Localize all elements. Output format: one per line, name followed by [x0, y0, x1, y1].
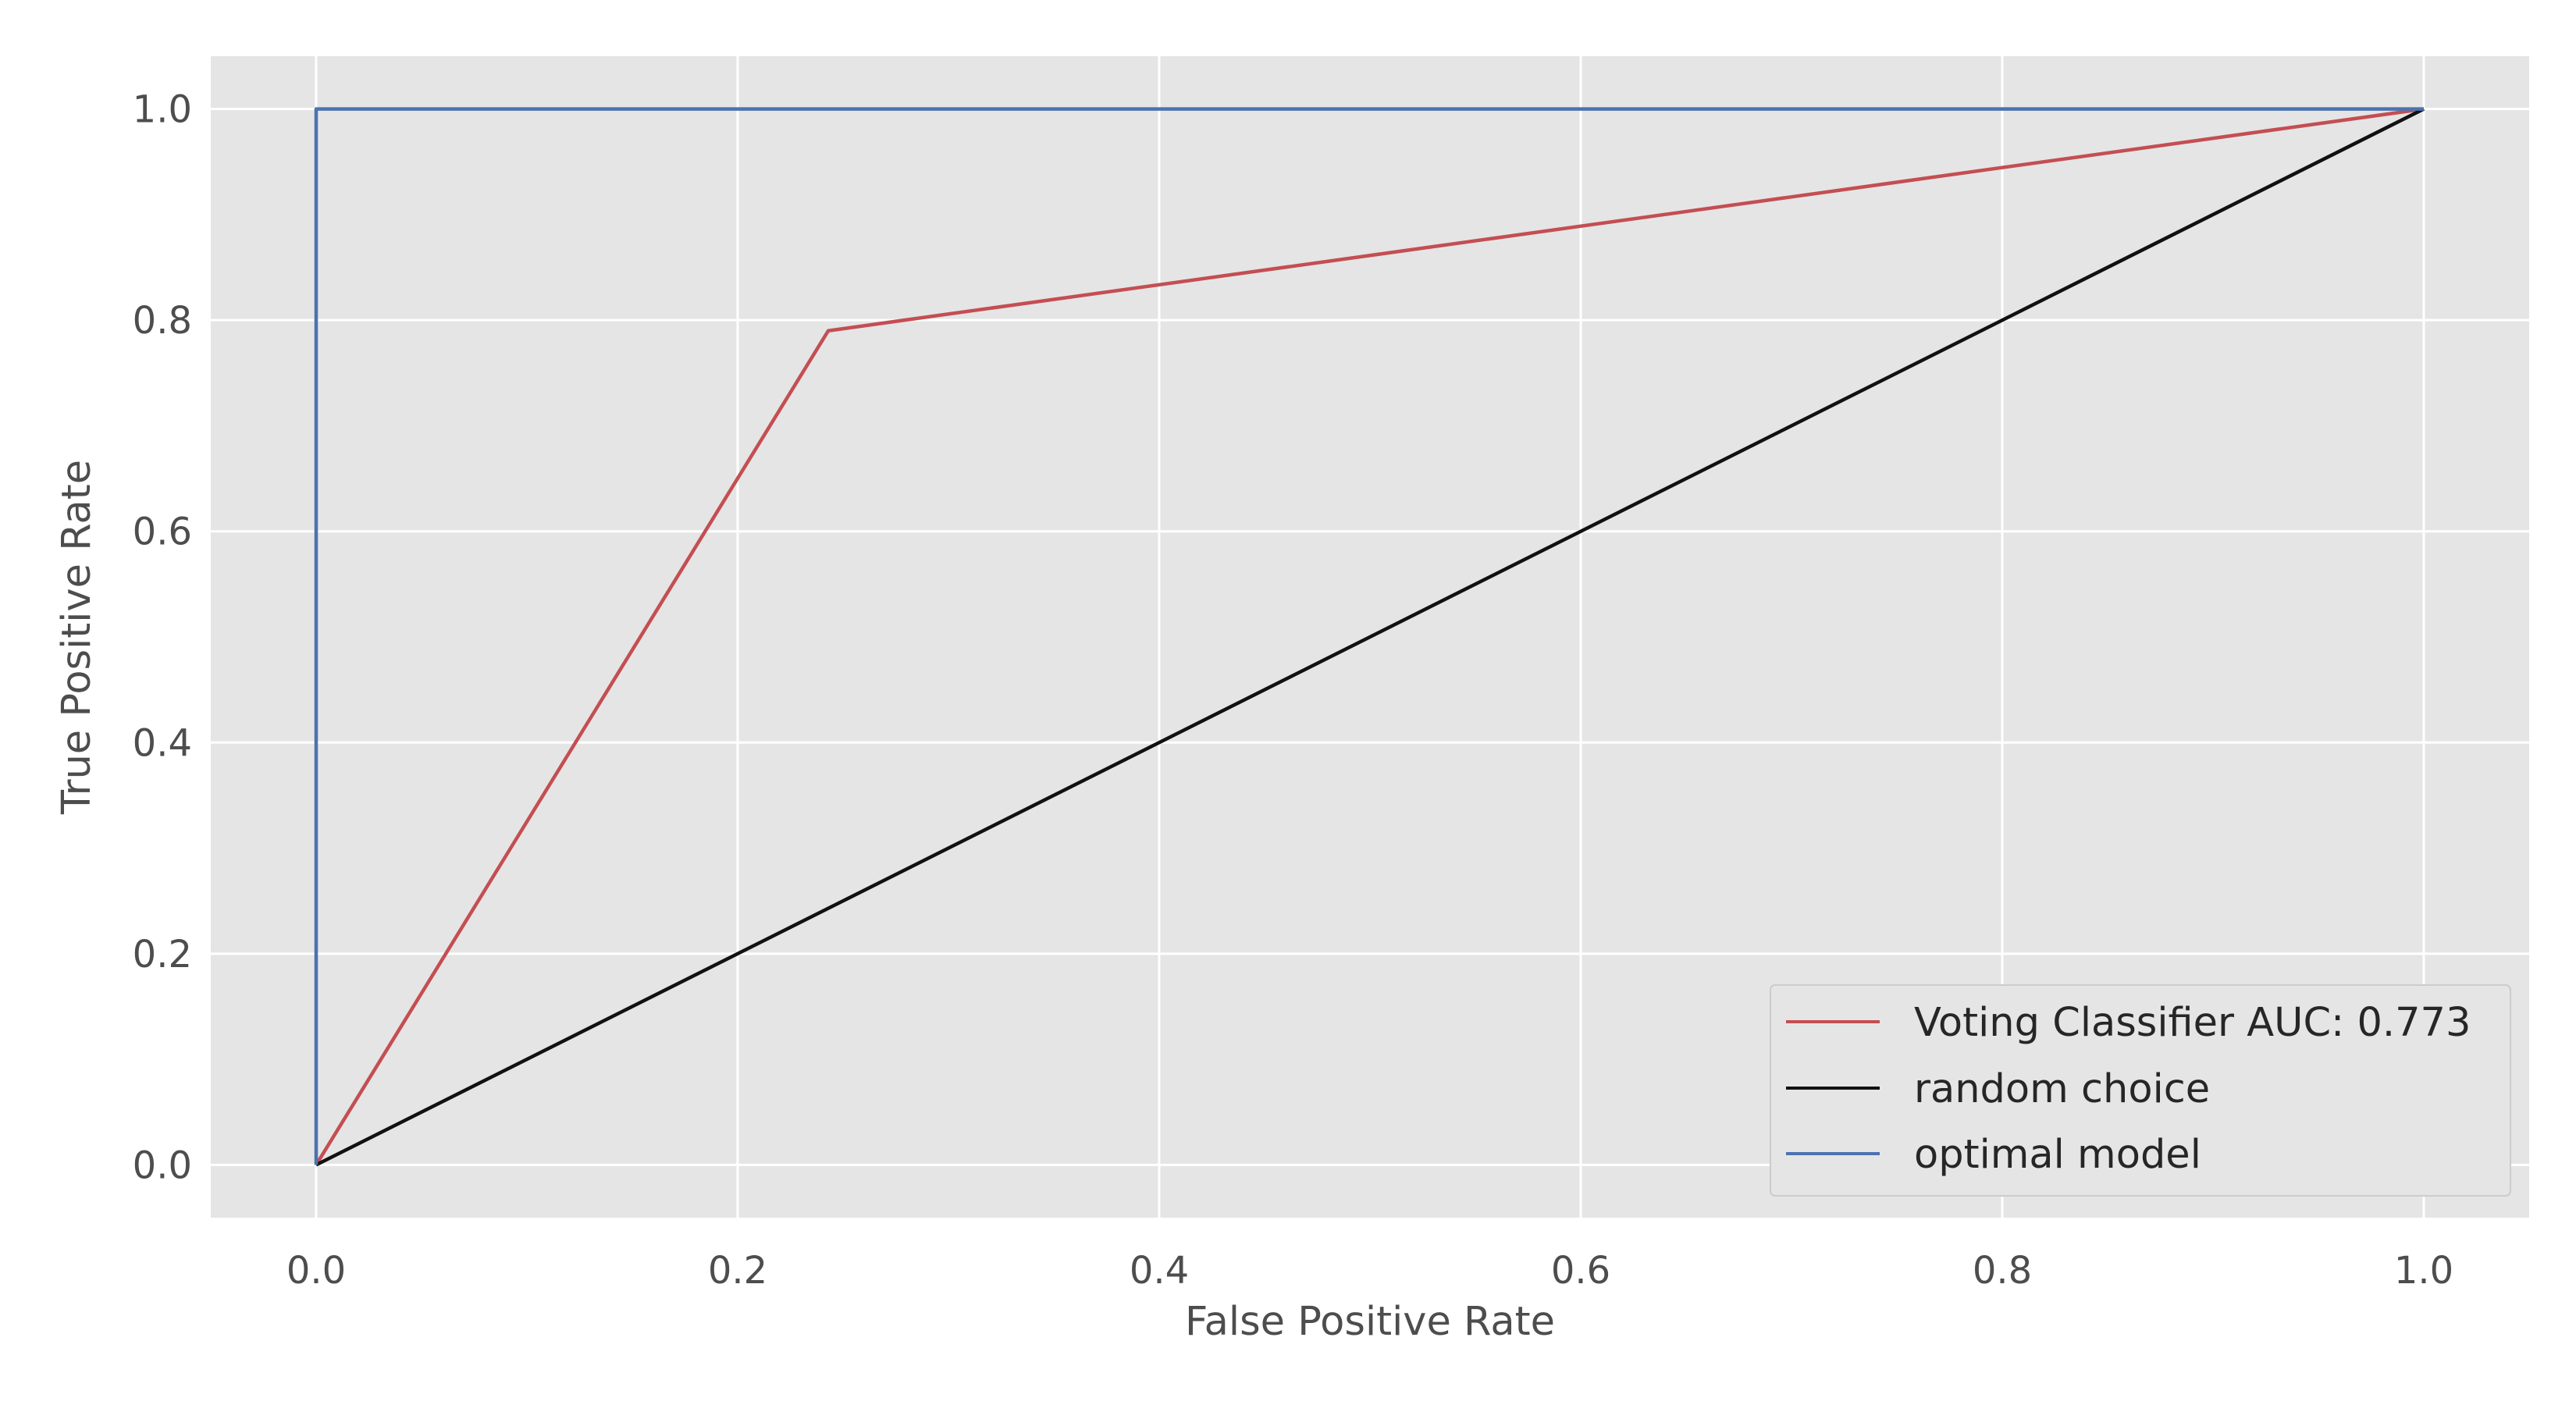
legend: Voting Classifier AUC: 0.773 random choi… [1770, 984, 2511, 1197]
y-tick-label: 1.0 [133, 88, 192, 132]
x-tick-label: 1.0 [2394, 1249, 2453, 1293]
x-axis-label: False Positive Rate [1185, 1299, 1555, 1345]
series-lines [314, 107, 2425, 1167]
x-tick-label: 0.2 [708, 1249, 767, 1293]
y-tick-label: 0.6 [133, 510, 192, 554]
x-tick-label: 0.4 [1130, 1249, 1189, 1293]
legend-label-optimal-model: optimal model [1914, 1132, 2201, 1178]
legend-label-random-choice: random choice [1914, 1066, 2210, 1112]
x-tick-label: 0.0 [286, 1249, 346, 1293]
y-tick-label: 0.0 [133, 1144, 192, 1187]
x-tick-label: 0.8 [1973, 1249, 2032, 1293]
y-tick-label: 0.4 [133, 721, 192, 765]
series-line-voting-classifier [315, 107, 2425, 1166]
x-tick-labels: 0.0 0.2 0.4 0.6 0.8 1.0 [286, 1249, 2453, 1293]
y-tick-label: 0.2 [133, 933, 192, 976]
series-line-optimal-model [314, 107, 2424, 1165]
legend-label-voting-classifier: Voting Classifier AUC: 0.773 [1914, 1000, 2471, 1046]
legend-box [1770, 984, 2511, 1197]
y-axis-label: True Positive Rate [54, 460, 100, 815]
x-tick-label: 0.6 [1551, 1249, 1610, 1293]
y-tick-label: 0.8 [133, 299, 192, 343]
y-tick-labels: 0.0 0.2 0.4 0.6 0.8 1.0 [133, 88, 192, 1188]
series-line-random-choice [315, 107, 2425, 1167]
